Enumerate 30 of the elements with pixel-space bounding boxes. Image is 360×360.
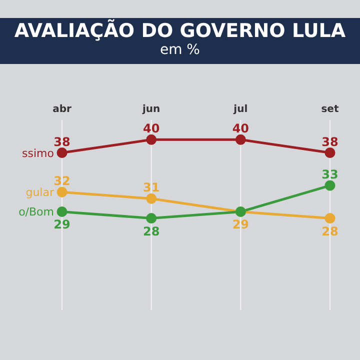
data-label: 40 xyxy=(232,122,250,136)
data-label: 33 xyxy=(322,168,338,182)
data-label: 29 xyxy=(232,218,250,232)
data-label: 28 xyxy=(322,224,338,238)
point xyxy=(146,213,157,224)
chart-subtitle: em % xyxy=(158,42,201,58)
point xyxy=(146,193,157,204)
point xyxy=(324,213,336,224)
data-label: 38 xyxy=(54,134,70,149)
point xyxy=(56,206,68,217)
series-label: ssimo xyxy=(22,146,54,160)
data-label: 28 xyxy=(142,224,160,238)
data-label: 31 xyxy=(142,180,160,195)
series-label: gular xyxy=(26,186,54,200)
point xyxy=(56,186,68,198)
point xyxy=(56,148,68,158)
x-tick-label: jul xyxy=(232,104,248,115)
series-label: o/Bom xyxy=(18,206,54,219)
point xyxy=(324,148,336,158)
data-label: 38 xyxy=(322,134,338,149)
x-tick-label: abr xyxy=(52,104,72,115)
data-label: 32 xyxy=(54,174,70,188)
data-label: 40 xyxy=(142,122,160,136)
point xyxy=(235,134,246,145)
data-label: 29 xyxy=(54,218,70,232)
chart-title: AVALIAÇÃO DO GOVERNO LULA xyxy=(13,20,347,42)
point xyxy=(146,134,157,145)
x-tick-label: jun xyxy=(141,104,160,115)
x-tick-label: set xyxy=(321,104,339,115)
point xyxy=(324,180,336,191)
